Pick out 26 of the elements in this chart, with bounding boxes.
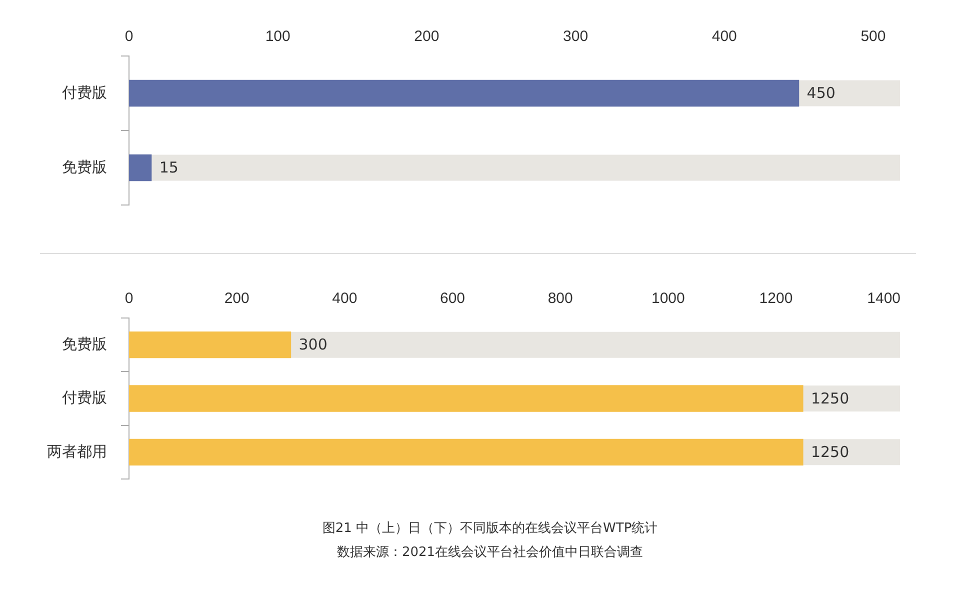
x-tick-label: 100	[265, 28, 290, 46]
x-tick-label: 600	[440, 290, 466, 308]
x-tick-label: 1200	[759, 290, 793, 308]
source-note: 数据来源：2021在线会议平台社会价值中日联合调查	[336, 544, 644, 562]
x-tick-label: 400	[712, 28, 737, 46]
y-tick-label: 免费版	[62, 158, 107, 176]
data-label: 1250	[810, 389, 850, 408]
y-tick-label: 付费版	[61, 390, 107, 407]
text: 图21 中（上）日（下）不同版本的在线会议平台WTP统计	[321, 520, 659, 538]
x-tick-label: 0	[124, 28, 134, 46]
y-tick-label: 免费版	[62, 336, 107, 353]
x-tick-label: 800	[548, 290, 573, 308]
y-tick-label: 两者都用	[47, 443, 107, 460]
x-tick-label: 1400	[867, 290, 901, 308]
x-tick-label: 400	[332, 290, 358, 308]
x-tick-label: 200	[414, 28, 440, 46]
x-tick-label: 0	[124, 290, 134, 308]
x-tick-label: 300	[563, 28, 588, 46]
data-label: 15	[159, 158, 178, 177]
data-label: 1250	[810, 443, 850, 462]
x-tick-label: 200	[224, 290, 250, 308]
y-tick-label: 付费版	[61, 84, 107, 102]
data-label: 450	[806, 84, 836, 102]
x-tick-label: 1000	[651, 290, 685, 308]
x-tick-label: 500	[860, 28, 886, 46]
data-label: 300	[298, 336, 328, 354]
